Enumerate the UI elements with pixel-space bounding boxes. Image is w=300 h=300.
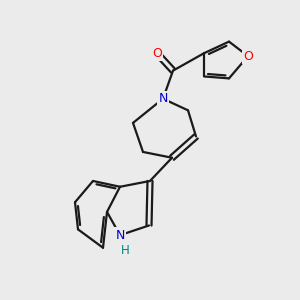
Text: O: O: [152, 47, 162, 60]
Text: N: N: [158, 92, 168, 105]
Text: O: O: [243, 50, 253, 63]
Text: H: H: [121, 244, 129, 257]
Text: N: N: [115, 229, 125, 242]
